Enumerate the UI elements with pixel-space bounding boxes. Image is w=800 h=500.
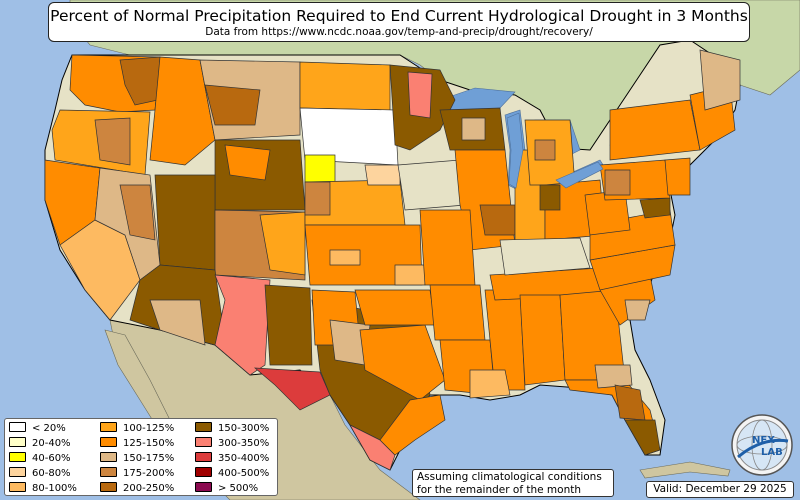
legend-item: 200-250% [100,482,174,495]
legend-item: < 20% [9,422,66,435]
region-tx-west [253,367,331,411]
legend-swatch [100,482,117,492]
region-ok [354,289,436,326]
region-ky [499,237,591,276]
map-subtitle: Data from https://www.ncdc.noaa.gov/temp… [205,26,593,38]
region-mo-dark [479,204,516,236]
legend-item: 60-80% [9,467,71,480]
legend-swatch [195,452,212,462]
logo-text-bottom: LAB [761,447,783,458]
note-line-1: Assuming climatological conditions [417,471,602,483]
region-ne-west [304,181,331,216]
legend-item: 100-125% [100,422,174,435]
legend-item: > 500% [195,482,258,495]
region-nm-east [264,284,313,366]
region-nd [299,61,391,111]
legend-swatch [195,422,212,432]
legend-item: 350-400% [195,452,269,465]
region-sd-yellow [304,154,336,183]
nexlab-globe-logo: NEX LAB [731,414,793,476]
region-ok-light [394,264,426,286]
title-box: Percent of Normal Precipitation Required… [48,2,750,42]
cuba-land [639,461,731,479]
region-pa-dark [604,169,631,196]
region-az-south [149,299,206,346]
legend-item: 125-150% [100,437,174,450]
region-wy-ne [224,144,271,181]
region-oh-dark [539,184,561,211]
region-fl-south [624,419,661,456]
legend: < 20% 20-40% 40-60% 60-80% 80-100% 100-1… [4,418,278,496]
drought-regions [44,49,741,471]
region-ar [429,284,486,341]
region-al [519,294,566,386]
region-ne-light [364,164,401,186]
region-ut [154,174,216,271]
region-or-central [94,117,131,166]
region-ks-light [329,249,361,266]
region-nv-central [119,184,156,241]
region-wi-light [461,117,486,141]
legend-item: 150-300% [195,422,269,435]
region-wa-east [119,56,161,106]
legend-swatch [9,452,26,462]
region-sc-light [624,299,651,321]
legend-item: 40-60% [9,452,71,465]
legend-swatch [9,467,26,477]
legend-item: 80-100% [9,482,77,495]
region-mo [419,209,476,286]
region-co-east [259,211,306,276]
region-fl-light [594,364,633,389]
region-mn-pink [407,71,433,119]
map-title: Percent of Normal Precipitation Required… [50,7,748,25]
valid-date: Valid: December 29 2025 [646,481,794,498]
region-ms-light [469,369,511,399]
legend-swatch [100,437,117,447]
legend-item: 400-500% [195,467,269,480]
legend-swatch [100,452,117,462]
note-line-2: for the remainder of the month [417,483,582,496]
lake-michigan-top [506,112,524,189]
legend-swatch [195,482,212,492]
region-ia [397,159,466,211]
legend-item: 20-40% [9,437,71,450]
region-tx-south [349,424,396,471]
legend-swatch [9,422,26,432]
legend-item: 150-175% [100,452,174,465]
legend-swatch [195,437,212,447]
legend-swatch [195,467,212,477]
region-ny [609,99,701,161]
legend-item: 300-350% [195,437,269,450]
region-tx-gulf [379,394,446,456]
assumption-note: Assuming climatological conditions for t… [412,469,614,497]
region-nj [664,157,691,196]
legend-swatch [100,422,117,432]
lake-erie-top [555,161,604,189]
region-md [639,197,671,219]
logo-text-top: NEX [752,435,775,446]
legend-item: 175-200% [100,467,174,480]
legend-swatch [9,482,26,492]
region-me [699,49,741,111]
region-mi-dark [534,139,556,161]
legend-swatch [9,437,26,447]
region-mt-west [204,84,261,126]
legend-swatch [100,467,117,477]
region-nm-west [214,274,271,376]
region-tx-east [359,324,446,401]
